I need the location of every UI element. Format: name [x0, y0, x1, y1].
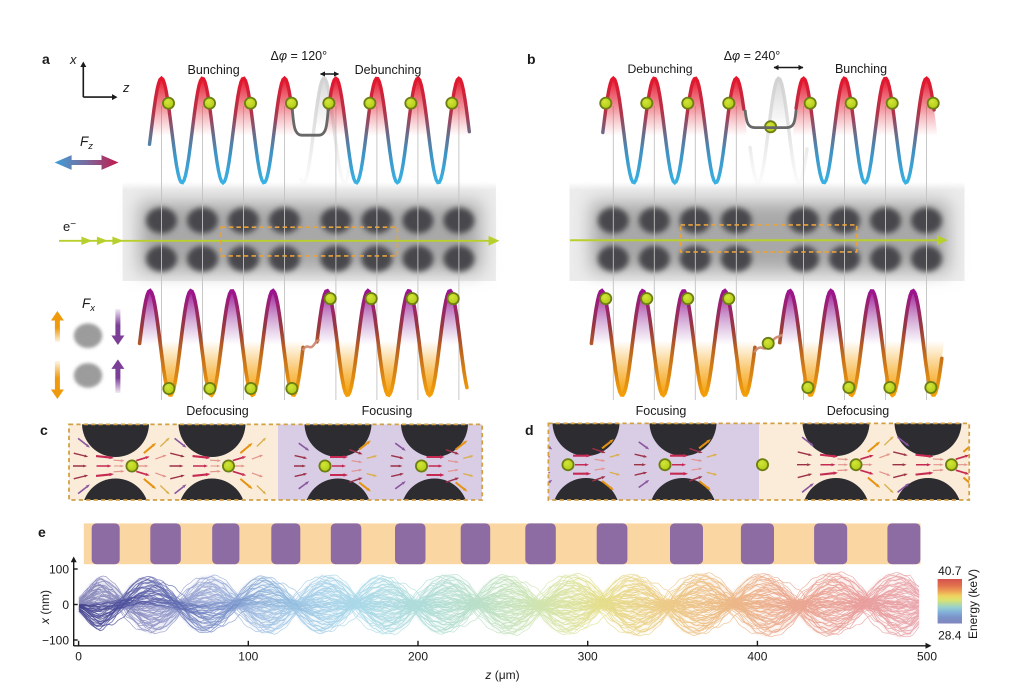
svg-text:0: 0 — [62, 598, 69, 612]
svg-text:Focusing: Focusing — [362, 404, 413, 418]
svg-text:z (μm): z (μm) — [484, 668, 519, 682]
svg-text:−100: −100 — [42, 634, 69, 648]
svg-text:0: 0 — [75, 650, 82, 664]
svg-text:400: 400 — [747, 650, 767, 664]
svg-text:Debunching: Debunching — [355, 63, 422, 77]
svg-text:Δφ = 120°: Δφ = 120° — [270, 49, 327, 63]
svg-text:Focusing: Focusing — [636, 404, 687, 418]
svg-text:500: 500 — [917, 650, 937, 664]
svg-text:x (nm): x (nm) — [38, 590, 52, 625]
svg-text:40.7: 40.7 — [938, 564, 962, 578]
svg-text:100: 100 — [238, 650, 258, 664]
svg-text:Defocusing: Defocusing — [827, 404, 890, 418]
svg-text:Δφ = 240°: Δφ = 240° — [724, 49, 781, 63]
svg-text:z: z — [122, 80, 130, 95]
svg-text:c: c — [40, 422, 48, 438]
svg-text:Energy (keV): Energy (keV) — [966, 569, 980, 639]
svg-text:100: 100 — [49, 563, 69, 577]
svg-text:200: 200 — [408, 650, 428, 664]
svg-text:Debunching: Debunching — [627, 62, 692, 76]
svg-text:28.4: 28.4 — [938, 629, 962, 643]
svg-text:d: d — [525, 422, 534, 438]
svg-text:Bunching: Bunching — [835, 62, 887, 76]
svg-text:e: e — [38, 524, 46, 540]
svg-text:Bunching: Bunching — [188, 63, 240, 77]
svg-text:b: b — [527, 51, 536, 67]
svg-text:a: a — [42, 51, 50, 67]
svg-text:Defocusing: Defocusing — [186, 404, 249, 418]
svg-text:300: 300 — [578, 650, 598, 664]
svg-text:x: x — [69, 52, 77, 67]
